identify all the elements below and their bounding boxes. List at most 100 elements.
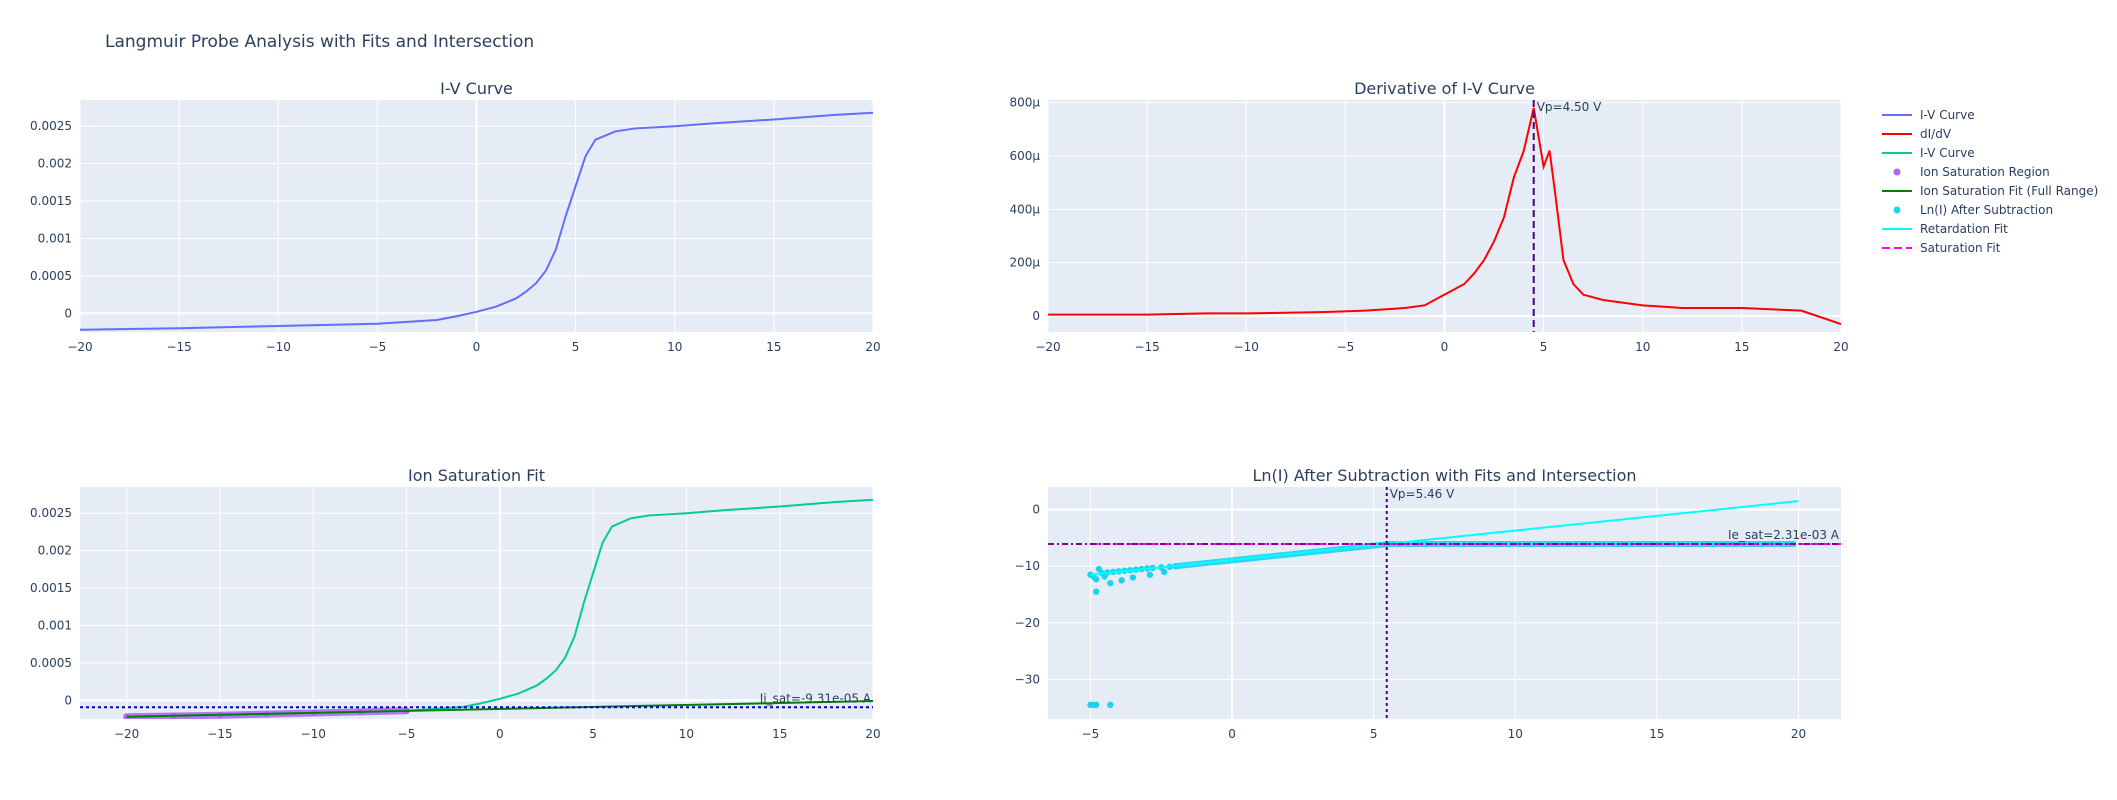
legend-label: Saturation Fit — [1920, 241, 2001, 255]
legend-label: Ion Saturation Fit (Full Range) — [1920, 184, 2098, 198]
y-tick-label: 200μ — [1009, 256, 1040, 270]
legend-label: dI/dV — [1920, 127, 1952, 141]
x-tick-label: −5 — [1337, 340, 1355, 354]
x-tick-label: −20 — [67, 340, 92, 354]
legend-label: Ln(I) After Subtraction — [1920, 203, 2053, 217]
series-ln-i-after-subtraction-point — [1129, 574, 1137, 581]
series-ln-i-after-subtraction-point — [1092, 576, 1100, 583]
legend-item[interactable]: Ion Saturation Region — [1893, 165, 2050, 179]
x-tick-label: 5 — [589, 727, 597, 741]
y-tick-label: 800μ — [1009, 96, 1040, 110]
x-tick-label: −5 — [1082, 727, 1100, 741]
x-tick-label: 0 — [1228, 727, 1236, 741]
y-tick-label: −20 — [1015, 616, 1040, 630]
x-tick-label: 0 — [496, 727, 504, 741]
y-tick-label: 400μ — [1009, 202, 1040, 216]
y-tick-label: 0 — [64, 693, 72, 707]
series-i-v-curve — [80, 111, 873, 331]
x-tick-label: −15 — [1134, 340, 1159, 354]
series-ln-i-after-subtraction-point — [1118, 577, 1125, 584]
legend-item[interactable]: Retardation Fit — [1882, 222, 2008, 236]
y-tick-label: −30 — [1015, 672, 1040, 686]
sat-annotation: Ii_sat=-9.31e-05 A — [760, 691, 872, 705]
y-tick-label: 0.0005 — [30, 656, 72, 670]
data-layer — [80, 111, 873, 331]
figure-title: Langmuir Probe Analysis with Fits and In… — [105, 32, 535, 52]
chart-panel-4: −5 0 5 10 15 20 0 −10 −20 −30 Ln(I) After Subtract… — [1015, 466, 1841, 741]
series-ln-i-after-subtraction-point — [1107, 701, 1114, 709]
x-tick-label: 20 — [865, 727, 880, 741]
x-tick-label: 15 — [1734, 340, 1749, 354]
x-tick-label: 15 — [772, 727, 787, 741]
y-tick-label: 0 — [1032, 309, 1040, 323]
vp-annotation: Vp=4.50 V — [1537, 100, 1602, 114]
x-tick-label: 0 — [473, 340, 481, 354]
x-tick-label: 0 — [1441, 340, 1449, 354]
legend-item[interactable]: Ion Saturation Fit (Full Range) — [1882, 184, 2098, 198]
chart-panel-1: −20 −15 −10 −5 0 5 10 15 20 0 0.0005 0.001 0.0015 0.0… — [30, 79, 881, 354]
legend-item[interactable]: I-V Curve — [1882, 108, 1975, 122]
legend-marker — [1893, 168, 1901, 176]
vp-annotation: Vp=5.46 V — [1390, 487, 1455, 501]
legend-item[interactable]: dI/dV — [1882, 127, 1952, 141]
y-tick-label: 0.001 — [38, 618, 72, 632]
x-tick-label: 5 — [1370, 727, 1378, 741]
y-tick-label: 0.002 — [38, 544, 72, 558]
x-tick-label: 10 — [1635, 340, 1650, 354]
series-ln-i-after-subtraction-point — [1160, 568, 1168, 576]
panel-title: Ln(I) After Subtraction with Fits and In… — [1252, 466, 1636, 485]
y-tick-label: 0 — [64, 306, 72, 320]
y-tick-label: 0.0015 — [30, 581, 72, 595]
y-tick-label: 0.0025 — [30, 506, 72, 520]
sat-annotation: Ie_sat=2.31e-03 A — [1728, 528, 1840, 542]
y-tick-label: 0.0015 — [30, 194, 72, 208]
series-ln-i-after-subtraction-point — [1107, 579, 1114, 587]
x-tick-label: 15 — [766, 340, 781, 354]
series-retardation-fit — [1090, 500, 1799, 576]
panel-title: Derivative of I-V Curve — [1354, 79, 1535, 98]
legend-label: I-V Curve — [1920, 108, 1975, 122]
plot-area — [1048, 487, 1841, 719]
x-tick-label: 15 — [1649, 727, 1664, 741]
y-tick-label: 0.001 — [38, 231, 72, 245]
y-tick-label: 0 — [1032, 503, 1040, 517]
x-tick-label: −10 — [266, 340, 291, 354]
x-tick-label: 5 — [1540, 340, 1548, 354]
series-ion-saturation-fit-full-range- — [126, 700, 873, 718]
chart-panel-2: −20 −15 −10 −5 0 5 10 15 20 0 200μ 400μ 600μ 800μ Deri… — [1009, 79, 1848, 354]
legend: I-V Curve dI/dV I-V Curve Ion Saturation Re… — [1882, 108, 2098, 255]
legend-item[interactable]: I-V Curve — [1882, 146, 1975, 160]
series-ln-i-after-subtraction-point — [1146, 571, 1154, 578]
y-tick-label: 0.0005 — [30, 269, 72, 283]
y-tick-label: 600μ — [1009, 149, 1040, 163]
series-di-dv — [1048, 107, 1841, 325]
data-layer — [1048, 100, 1841, 332]
x-tick-label: −20 — [1035, 340, 1060, 354]
x-tick-label: 20 — [1791, 727, 1806, 741]
x-tick-label: 5 — [572, 340, 580, 354]
chart-panel-3: −20 −15 −10 −5 0 5 10 15 20 0 0.0005 0.001 0.0015 0.0… — [30, 466, 881, 741]
x-tick-label: −20 — [114, 727, 139, 741]
plot-area — [80, 487, 873, 719]
x-tick-label: −15 — [207, 727, 232, 741]
y-tick-label: −10 — [1015, 559, 1040, 573]
legend-item[interactable]: Saturation Fit — [1882, 241, 2001, 255]
legend-label: Ion Saturation Region — [1920, 165, 2050, 179]
data-layer — [1048, 487, 1841, 719]
x-tick-label: −15 — [166, 340, 191, 354]
panel-title: Ion Saturation Fit — [408, 466, 545, 485]
series-ln-i-after-subtraction-point — [1092, 701, 1100, 709]
y-tick-label: 0.002 — [38, 157, 72, 171]
panel-title: I-V Curve — [440, 79, 513, 98]
x-tick-label: 20 — [1833, 340, 1848, 354]
x-tick-label: −10 — [301, 727, 326, 741]
x-tick-label: 10 — [1508, 727, 1523, 741]
x-tick-label: −5 — [398, 727, 416, 741]
legend-item[interactable]: Ln(I) After Subtraction — [1893, 203, 2054, 217]
x-tick-label: 10 — [667, 340, 682, 354]
x-tick-label: 10 — [679, 727, 694, 741]
data-layer — [80, 498, 873, 719]
legend-label: I-V Curve — [1920, 146, 1975, 160]
x-tick-label: −5 — [369, 340, 387, 354]
